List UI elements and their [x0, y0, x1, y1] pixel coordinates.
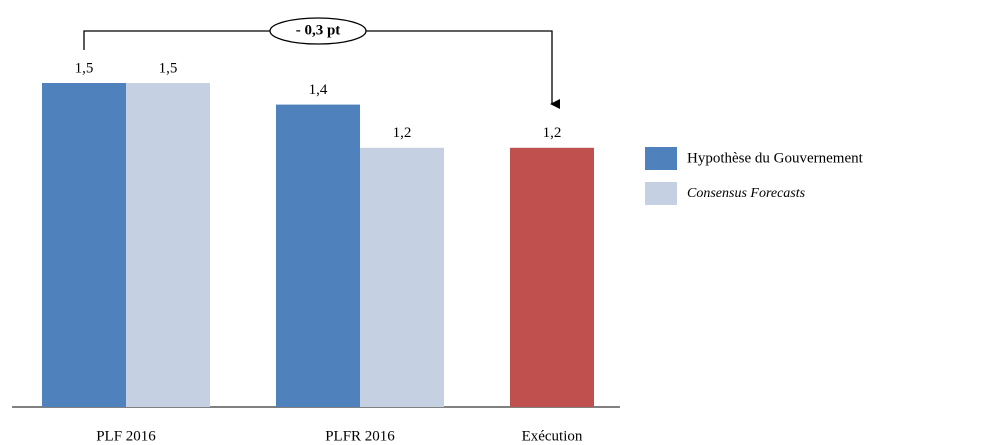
x-tick-label: PLFR 2016: [325, 428, 395, 444]
value-label: 1,5: [159, 60, 178, 76]
annotation-ellipse: [269, 17, 367, 45]
legend-label: Hypothèse du Gouvernement: [687, 150, 864, 166]
value-label: 1,2: [393, 125, 412, 141]
annotation: - 0,3 pt: [296, 22, 341, 38]
legend-label: Consensus Forecasts: [687, 186, 806, 201]
value-label: 1,2: [543, 125, 562, 141]
value-label: 1,4: [309, 82, 328, 98]
x-tick-label: Exécution: [522, 428, 583, 444]
value-label: 1,5: [75, 60, 94, 76]
x-tick-label: PLF 2016: [96, 428, 156, 444]
bar: [276, 104, 360, 407]
bar: [126, 83, 210, 407]
legend-swatch: [645, 147, 677, 170]
bracket: [83, 30, 552, 104]
bar: [42, 83, 126, 407]
bar: [510, 147, 594, 408]
bar: [360, 147, 444, 408]
legend-swatch: [645, 182, 677, 205]
